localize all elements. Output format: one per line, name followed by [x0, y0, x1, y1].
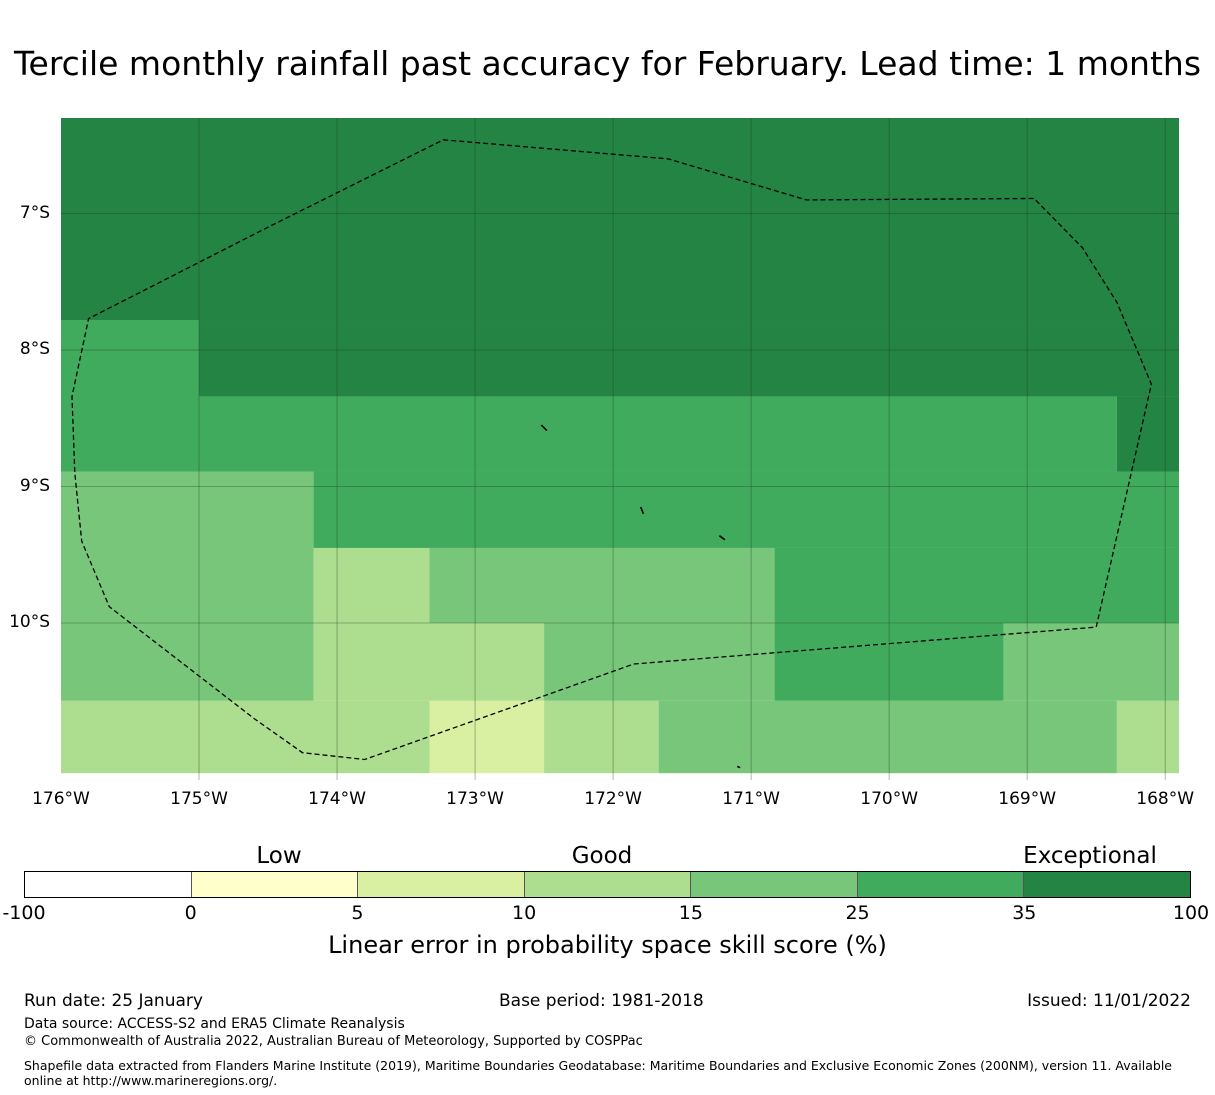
skill-cell: [544, 700, 659, 774]
colorbar-tick: 15: [678, 902, 703, 924]
skill-cell: [1116, 700, 1179, 774]
issued-date: Issued: 11/01/2022: [1027, 991, 1191, 1011]
colorbar-tick: 35: [1012, 902, 1037, 924]
longitude-label: 170°W: [860, 789, 919, 809]
category-exceptional: Exceptional: [1023, 843, 1157, 869]
base-period: Base period: 1981-2018: [499, 991, 704, 1011]
skill-cell: [199, 396, 1117, 472]
longitude-label: 171°W: [722, 789, 780, 809]
longitude-label: 174°W: [308, 789, 366, 809]
longitude-label: 168°W: [1136, 789, 1195, 809]
skill-cell: [313, 623, 545, 701]
skill-cell: [199, 320, 1180, 397]
islands: [540, 424, 741, 769]
skill-cell: [61, 700, 430, 774]
skill-cells: [61, 118, 1180, 774]
skill-cell: [1003, 623, 1179, 701]
colorbar-tick: 0: [184, 902, 197, 924]
eez-boundary: [71, 139, 1153, 761]
colorbar-tick: -100: [2, 902, 46, 924]
category-low: Low: [256, 843, 302, 869]
latitude-label: 8°S: [19, 339, 50, 360]
colorbar-segment: [25, 872, 192, 897]
longitude-label: 169°W: [998, 789, 1057, 809]
skill-cell: [1116, 396, 1179, 472]
colorbar-segment: [524, 872, 692, 897]
island: [639, 506, 645, 515]
colorbar: [24, 871, 1191, 898]
skill-cell: [429, 547, 775, 624]
skill-cell: [429, 700, 545, 774]
category-good: Good: [571, 843, 633, 869]
colorbar-segment: [691, 872, 858, 897]
latitude-label: 10°S: [9, 612, 50, 633]
map-title: Tercile monthly rainfall past accuracy f…: [13, 44, 1202, 83]
run-date: Run date: 25 January: [24, 991, 203, 1011]
island: [736, 765, 741, 769]
longitude-label: 175°W: [170, 789, 228, 809]
skill-cell: [61, 320, 200, 472]
colorbar-segment: [857, 872, 1025, 897]
colorbar-title: Linear error in probability space skill …: [328, 931, 887, 959]
colorbar-tick: 5: [351, 902, 364, 924]
skill-cell: [774, 623, 1004, 701]
longitude-label: 176°W: [32, 789, 90, 809]
colorbar-tick: 25: [845, 902, 870, 924]
skill-cell: [61, 118, 1179, 321]
copyright: © Commonwealth of Australia 2022, Austra…: [24, 1034, 643, 1049]
skill-cell: [313, 471, 1179, 548]
skill-cell: [658, 700, 1117, 774]
longitude-label: 172°W: [584, 789, 642, 809]
colorbar-segment: [1024, 872, 1191, 897]
data-source: Data source: ACCESS-S2 and ERA5 Climate …: [24, 1016, 405, 1032]
skill-cell: [313, 547, 430, 624]
latitude-label: 9°S: [19, 475, 50, 496]
latitude-label: 7°S: [19, 202, 50, 223]
skill-cell: [61, 471, 314, 701]
island: [718, 535, 726, 541]
colorbar-segment: [191, 872, 359, 897]
colorbar-segment: [358, 872, 525, 897]
longitude-label: 173°W: [446, 789, 504, 809]
colorbar-tick: 10: [512, 902, 537, 924]
colorbar-tick: 100: [1172, 902, 1210, 924]
shapefile-credit: Shapefile data extracted from Flanders M…: [24, 1058, 1172, 1088]
skill-map: [61, 118, 1180, 780]
island: [540, 424, 548, 432]
graticule: [61, 118, 1179, 780]
skill-cell: [774, 547, 1179, 624]
